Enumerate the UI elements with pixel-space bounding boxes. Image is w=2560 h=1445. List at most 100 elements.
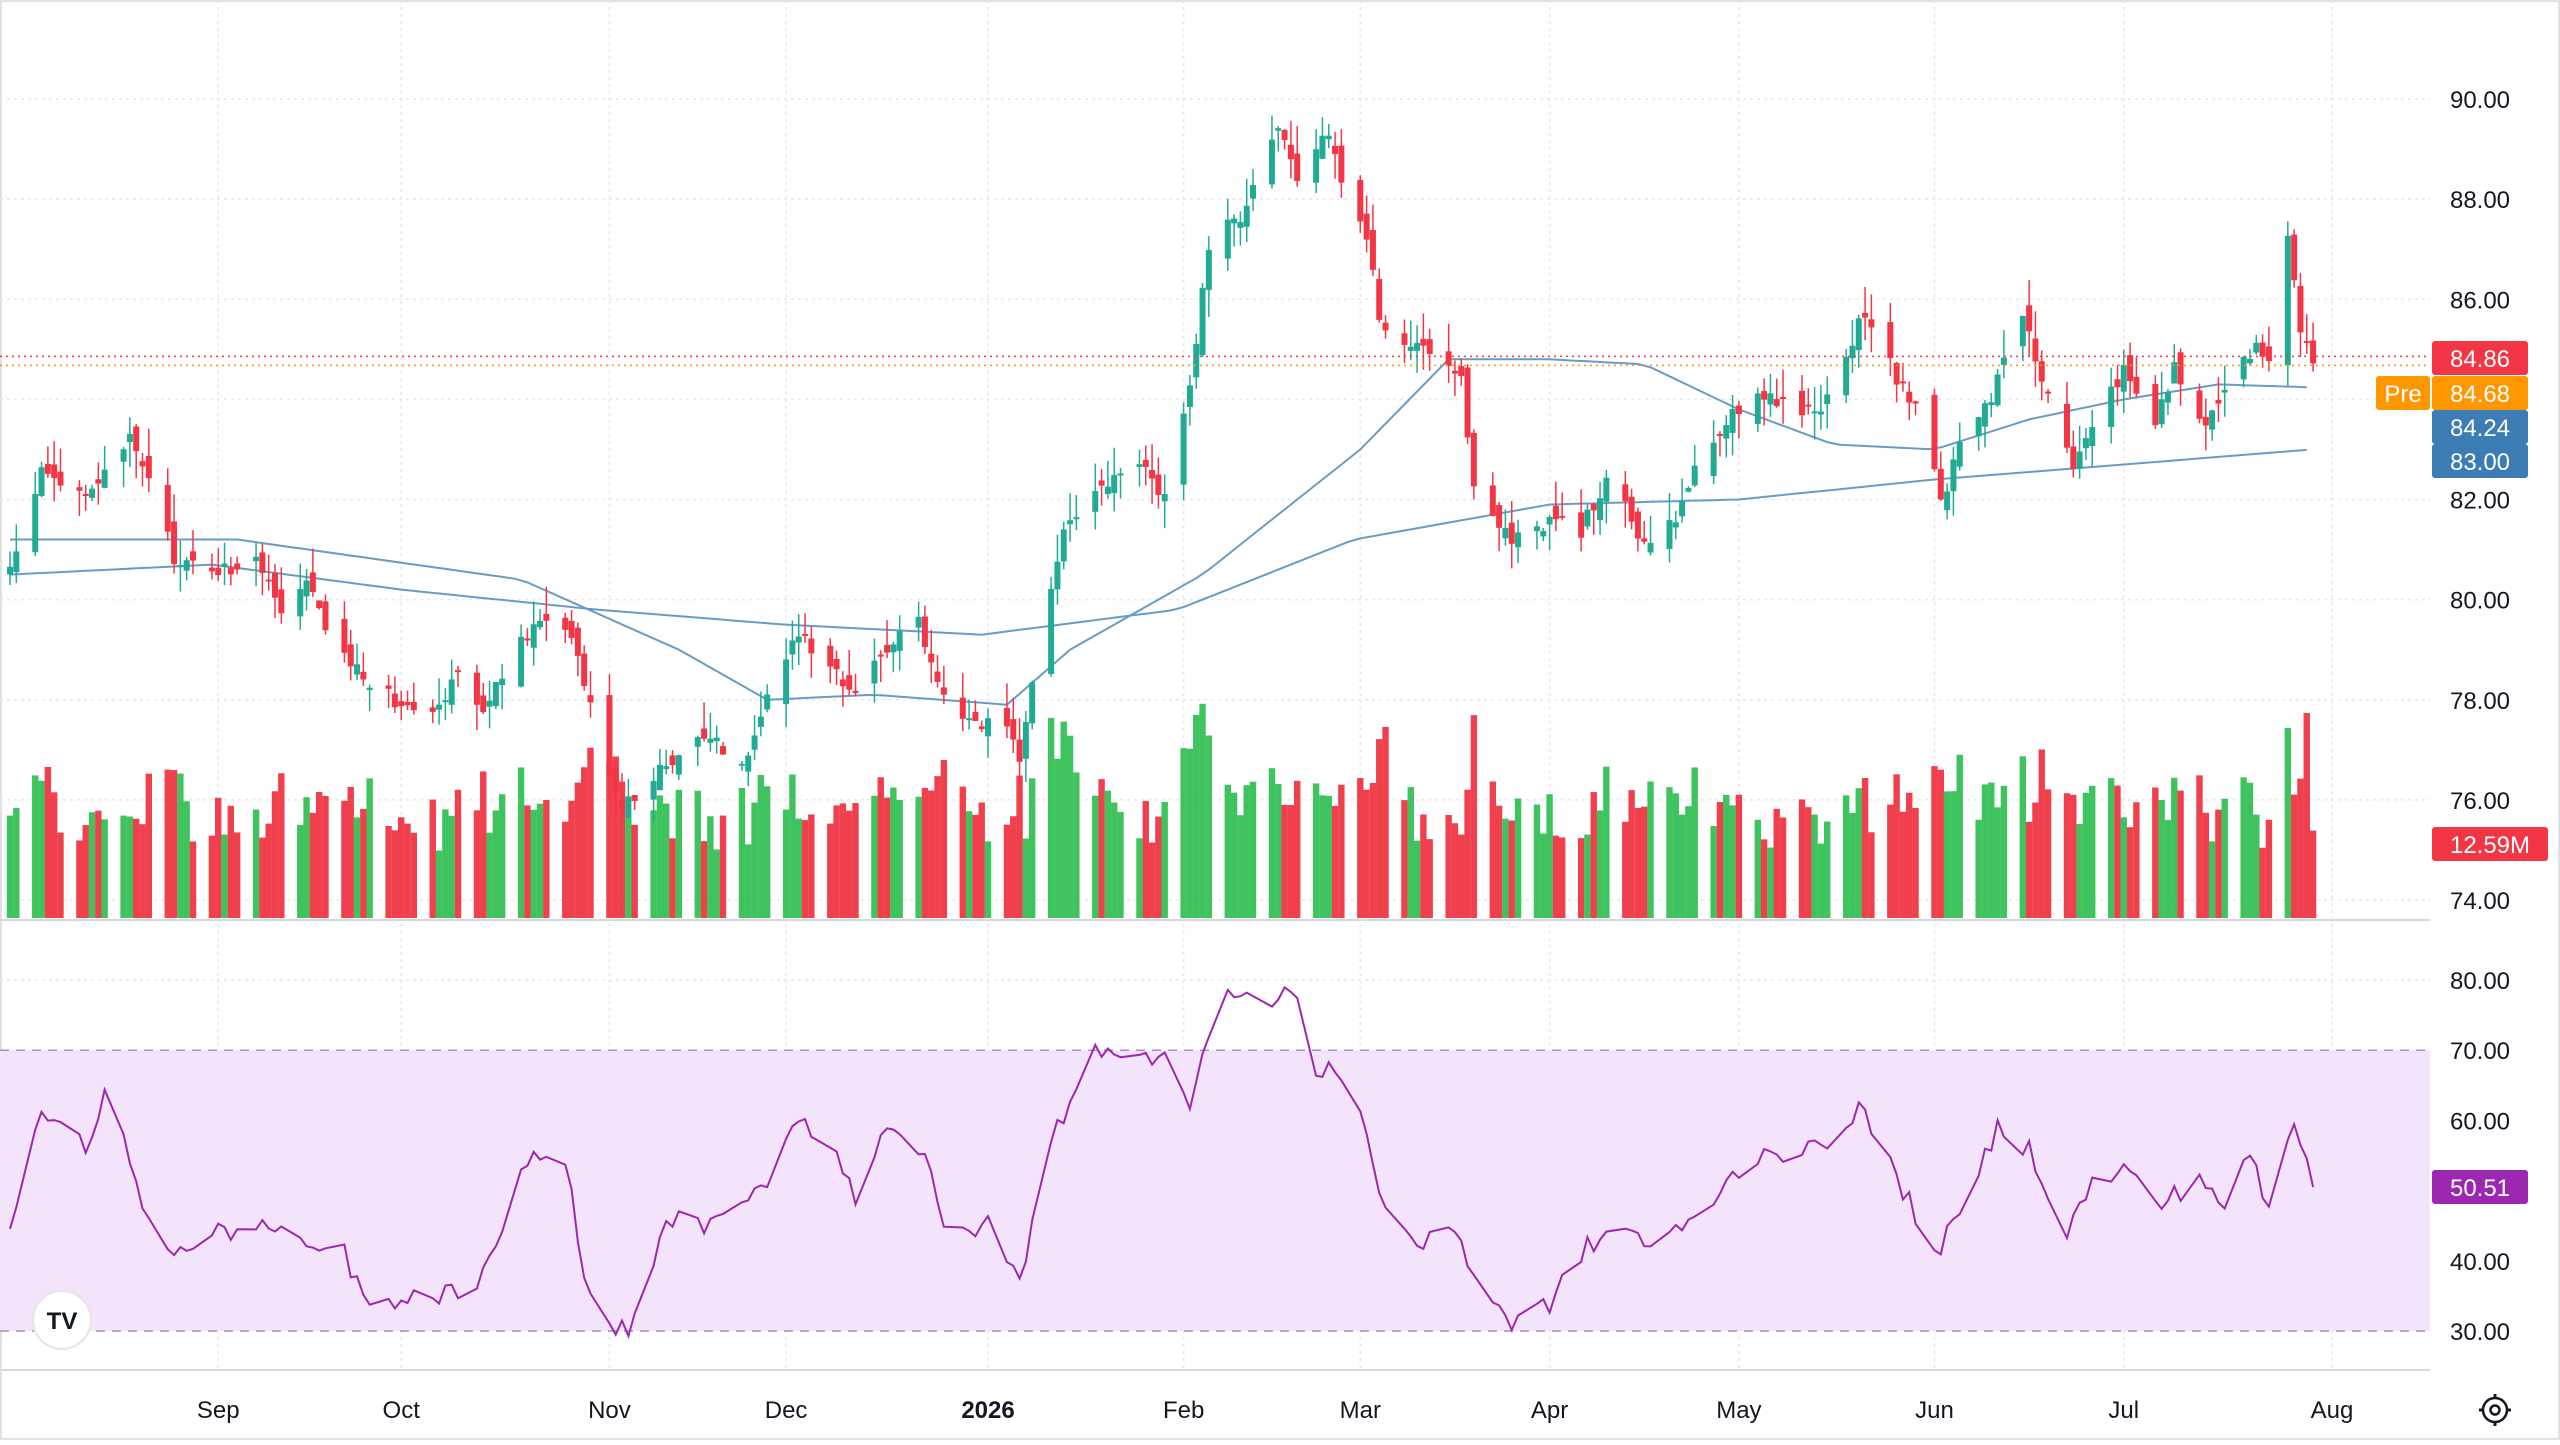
candle[interactable] (1363, 195, 1370, 253)
candle[interactable] (1193, 333, 1200, 389)
candle[interactable] (543, 586, 550, 642)
candle[interactable] (1022, 711, 1029, 783)
candle[interactable] (2196, 383, 2203, 424)
candle[interactable] (1988, 392, 1995, 418)
candle[interactable] (701, 702, 708, 742)
candle[interactable] (1325, 123, 1332, 149)
candle[interactable] (1754, 387, 1761, 432)
candle[interactable] (1597, 481, 1604, 535)
candle[interactable] (1142, 445, 1149, 486)
candle[interactable] (921, 605, 928, 655)
candle[interactable] (1817, 385, 1824, 430)
candle[interactable] (259, 543, 266, 596)
candle[interactable] (398, 690, 405, 721)
candle[interactable] (1944, 483, 1951, 520)
candle[interactable] (694, 735, 701, 766)
candle[interactable] (1186, 375, 1193, 426)
candle[interactable] (133, 424, 140, 479)
candle[interactable] (1868, 294, 1875, 353)
candle[interactable] (1559, 492, 1566, 521)
candle[interactable] (1546, 514, 1553, 551)
candle[interactable] (1016, 718, 1023, 779)
candle[interactable] (1887, 302, 1894, 377)
candle[interactable] (2038, 350, 2045, 401)
candle[interactable] (139, 453, 146, 487)
candle[interactable] (1798, 375, 1805, 428)
candle[interactable] (934, 655, 941, 688)
candle[interactable] (1729, 394, 1736, 456)
candle[interactable] (2164, 388, 2171, 416)
candle[interactable] (1508, 501, 1515, 569)
candle[interactable] (2108, 367, 2115, 444)
candle[interactable] (587, 671, 594, 718)
candle[interactable] (1149, 444, 1156, 504)
candle[interactable] (1464, 364, 1471, 445)
candle[interactable] (2070, 430, 2077, 478)
candle[interactable] (1849, 319, 1856, 373)
settings-gear-icon[interactable] (2479, 1394, 2511, 1426)
candle[interactable] (1767, 373, 1774, 417)
candle[interactable] (2177, 348, 2184, 406)
candle[interactable] (227, 556, 234, 586)
candle[interactable] (1685, 486, 1692, 493)
candle[interactable] (1590, 503, 1597, 535)
candle[interactable] (751, 715, 758, 761)
candle[interactable] (164, 468, 171, 541)
candle[interactable] (928, 629, 935, 684)
candle[interactable] (1679, 478, 1686, 523)
candle[interactable] (631, 794, 638, 810)
candle[interactable] (2076, 425, 2083, 479)
candle[interactable] (530, 601, 537, 666)
candle[interactable] (940, 666, 947, 705)
candle[interactable] (2000, 330, 2007, 379)
candle[interactable] (297, 563, 304, 630)
candle[interactable] (486, 681, 493, 729)
candle[interactable] (1111, 447, 1118, 512)
candle[interactable] (1319, 117, 1326, 160)
candle[interactable] (2284, 221, 2291, 386)
candle[interactable] (1161, 474, 1168, 529)
candle[interactable] (1994, 368, 2001, 407)
candle[interactable] (518, 624, 525, 688)
candle[interactable] (1451, 360, 1458, 396)
candle[interactable] (606, 674, 613, 800)
candle[interactable] (612, 760, 619, 815)
candle[interactable] (38, 461, 45, 498)
candle[interactable] (436, 678, 443, 725)
candle[interactable] (1805, 388, 1812, 415)
candle[interactable] (1060, 521, 1067, 570)
candle[interactable] (2063, 381, 2070, 454)
candlestick-series[interactable] (7, 115, 2317, 823)
candle[interactable] (808, 626, 815, 678)
candle[interactable] (1710, 420, 1717, 485)
candle[interactable] (1243, 178, 1250, 243)
candle[interactable] (833, 650, 840, 685)
candle[interactable] (341, 601, 348, 663)
candle[interactable] (145, 428, 152, 493)
candle[interactable] (1723, 415, 1730, 458)
candle[interactable] (707, 712, 714, 752)
candle[interactable] (221, 542, 228, 586)
candle[interactable] (1843, 348, 1850, 404)
candle[interactable] (480, 682, 487, 715)
candle[interactable] (1376, 268, 1383, 323)
candle[interactable] (1357, 175, 1364, 233)
candle[interactable] (1067, 493, 1074, 542)
candle[interactable] (669, 750, 676, 774)
candle[interactable] (2209, 409, 2216, 441)
candle[interactable] (1937, 451, 1944, 501)
candle[interactable] (1540, 527, 1547, 542)
candle[interactable] (650, 767, 657, 823)
candle[interactable] (354, 643, 361, 680)
candle[interactable] (1502, 509, 1509, 546)
candle[interactable] (1180, 402, 1187, 501)
candle[interactable] (884, 620, 891, 659)
candle[interactable] (1533, 520, 1540, 550)
candle[interactable] (1647, 515, 1654, 556)
candle[interactable] (625, 778, 632, 819)
candle[interactable] (1155, 457, 1162, 509)
candle[interactable] (568, 610, 575, 645)
candle[interactable] (1369, 204, 1376, 277)
candle[interactable] (51, 441, 58, 502)
rsi-series[interactable] (9, 985, 2315, 1340)
